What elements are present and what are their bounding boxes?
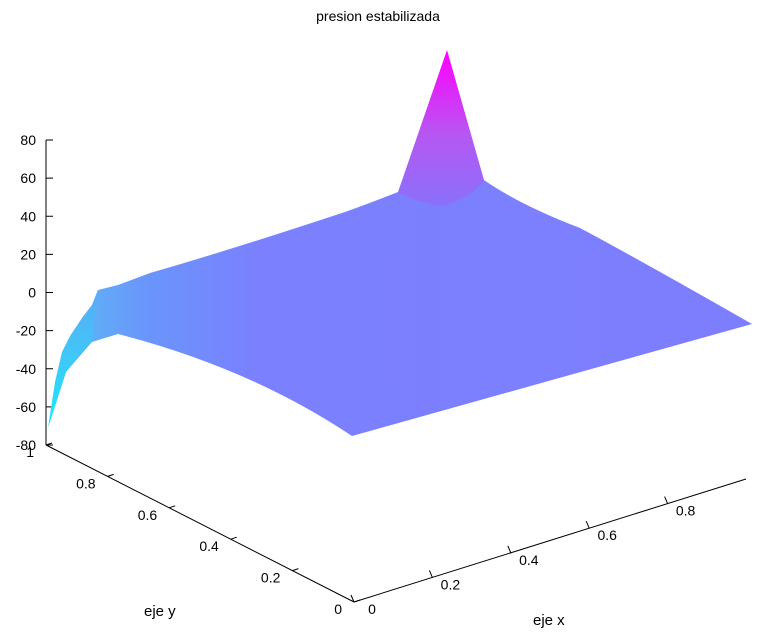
y-tick-mark — [107, 473, 114, 477]
z-tick-label: -80 — [16, 437, 36, 453]
y-tick-label: 0.6 — [138, 507, 158, 523]
z-ticks: -80 -60 -40 -20 0 20 40 60 80 — [16, 132, 53, 453]
z-tick-label: 60 — [20, 170, 36, 186]
y-ticks: 0 0.2 0.4 0.6 0.8 1 — [26, 442, 361, 617]
x-ticks: 0 0.2 0.4 0.6 0.8 — [350, 496, 696, 617]
surface-peak — [398, 50, 484, 206]
surface-sheet — [48, 180, 752, 436]
x-tick-label: 0 — [368, 601, 376, 617]
x-tick-label: 0.6 — [597, 527, 617, 543]
y-axis-title: eje y — [144, 603, 176, 620]
y-tick-label: 0 — [334, 601, 342, 617]
x-axis-title: eje x — [533, 612, 565, 629]
x-tick-label: 0.2 — [441, 576, 461, 592]
x-tick-label: 0.4 — [519, 552, 539, 568]
z-tick-label: 20 — [20, 246, 36, 262]
x-tick-mark — [507, 545, 512, 553]
surface — [48, 50, 752, 436]
y-tick-label: 0.4 — [199, 538, 219, 554]
surface-left-edge — [48, 290, 98, 428]
z-tick-label: -60 — [16, 399, 36, 415]
chart-title: presion estabilizada — [316, 8, 440, 24]
x-tick-mark — [350, 594, 355, 603]
y-tick-mark — [169, 505, 176, 509]
y-tick-label: 0.8 — [76, 475, 96, 491]
z-tick-label: -40 — [16, 361, 36, 377]
y-tick-mark — [292, 568, 299, 572]
x-tick-label: 0.8 — [676, 503, 696, 519]
z-tick-label: -20 — [16, 323, 36, 339]
y-tick-mark — [45, 442, 53, 446]
y-tick-label: 1 — [26, 444, 34, 460]
x-tick-mark — [428, 570, 433, 578]
z-tick-label: 0 — [28, 285, 36, 301]
z-tick-label: 80 — [20, 132, 36, 148]
z-tick-label: 40 — [20, 208, 36, 224]
y-tick-label: 0.2 — [261, 570, 281, 586]
x-tick-mark — [664, 496, 669, 504]
y-tick-mark — [230, 536, 237, 540]
y-axis-line — [45, 444, 355, 603]
x-tick-mark — [585, 521, 590, 529]
x-axis-line — [353, 478, 747, 603]
